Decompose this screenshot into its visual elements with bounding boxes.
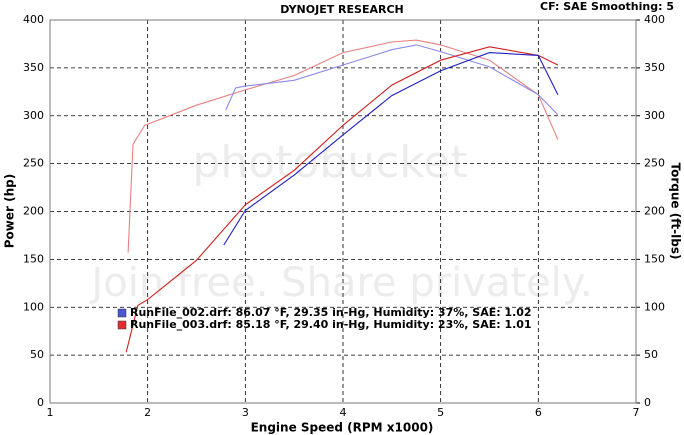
x-tick-label: 7 bbox=[633, 406, 640, 419]
line bbox=[225, 44, 559, 116]
y2-tick-label: 0 bbox=[644, 396, 651, 409]
watermark: photobucket bbox=[192, 137, 467, 188]
y-tick-label: 250 bbox=[23, 157, 44, 170]
y-tick-label: 350 bbox=[23, 61, 44, 74]
y2-tick-label: 100 bbox=[644, 300, 665, 313]
x-tick-label: 5 bbox=[437, 406, 444, 419]
watermark: Join free. Share privately. bbox=[88, 260, 592, 306]
y-tick-label: 400 bbox=[23, 13, 44, 26]
legend-swatch bbox=[117, 308, 127, 318]
x-tick-label: 2 bbox=[144, 406, 151, 419]
line bbox=[125, 46, 559, 353]
x-tick-label: 1 bbox=[47, 406, 54, 419]
line bbox=[127, 39, 559, 253]
y2-tick-label: 150 bbox=[644, 252, 665, 265]
y2-axis-label: Torque (ft-lbs) bbox=[669, 163, 683, 260]
y2-tick-label: 350 bbox=[644, 61, 665, 74]
y-tick-label: 150 bbox=[23, 252, 44, 265]
line bbox=[223, 52, 559, 246]
y-axis-label: Power (hp) bbox=[3, 174, 17, 248]
y2-tick-label: 300 bbox=[644, 109, 665, 122]
chart-title: DYNOJET RESEARCH bbox=[280, 3, 403, 16]
x-tick-label: 3 bbox=[242, 406, 249, 419]
legend-label: RunFile_003.drf: 85.18 °F, 29.40 in-Hg, … bbox=[130, 318, 532, 331]
y-tick-label: 50 bbox=[30, 348, 44, 361]
x-axis-label: Engine Speed (RPM x1000) bbox=[251, 421, 434, 435]
y2-tick-label: 250 bbox=[644, 157, 665, 170]
chart-subtitle: CF: SAE Smoothing: 5 bbox=[540, 0, 674, 13]
y-tick-label: 200 bbox=[23, 205, 44, 218]
y-tick-label: 300 bbox=[23, 109, 44, 122]
y-tick-label: 0 bbox=[37, 396, 44, 409]
plot-border bbox=[49, 19, 637, 404]
y-tick-label: 100 bbox=[23, 300, 44, 313]
legend-label: RunFile_002.drf: 86.07 °F, 29.35 in-Hg, … bbox=[130, 306, 532, 319]
y2-tick-label: 200 bbox=[644, 205, 665, 218]
y2-tick-label: 400 bbox=[644, 13, 665, 26]
legend-swatch bbox=[117, 320, 127, 330]
x-tick-label: 6 bbox=[535, 406, 542, 419]
x-tick-label: 4 bbox=[340, 406, 347, 419]
y2-tick-label: 50 bbox=[644, 348, 658, 361]
